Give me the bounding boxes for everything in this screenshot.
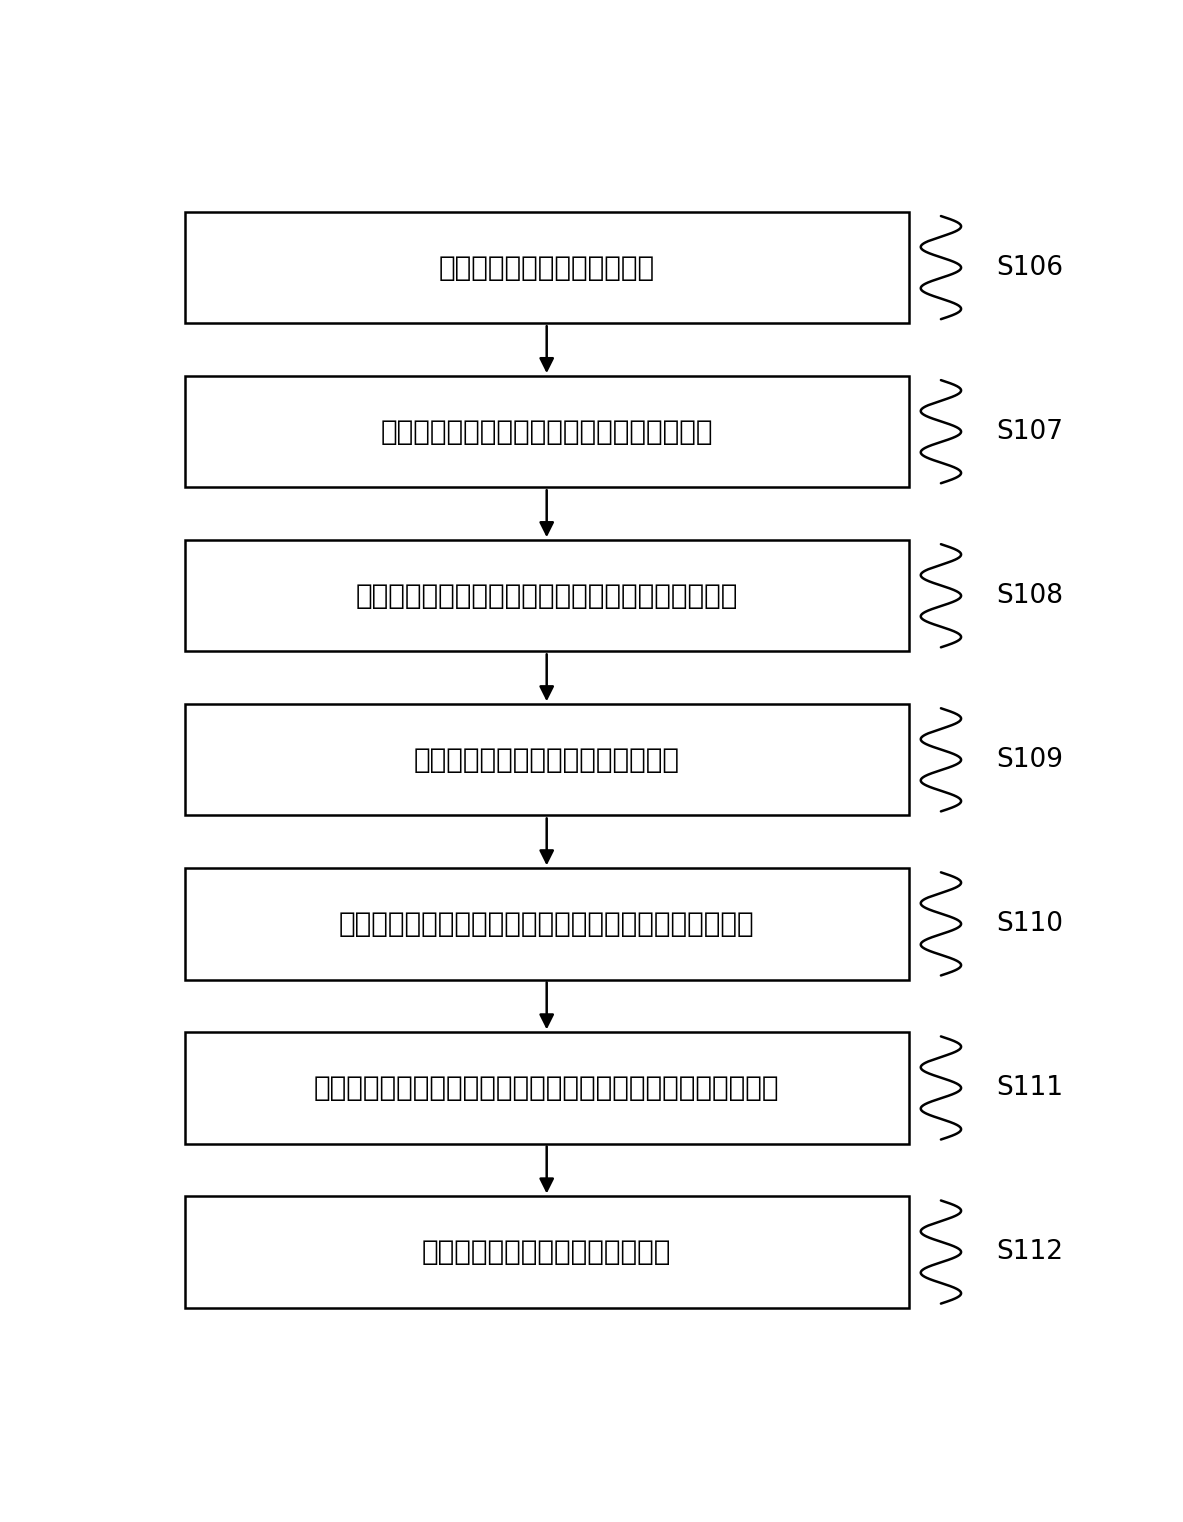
Text: S108: S108 — [996, 583, 1064, 609]
Text: S109: S109 — [996, 747, 1064, 773]
Text: 在所述接触孔的表面和剩余的二氧化硅的表面沉积金属层: 在所述接触孔的表面和剩余的二氧化硅的表面沉积金属层 — [338, 910, 755, 938]
Text: S111: S111 — [996, 1075, 1064, 1100]
Text: S106: S106 — [996, 254, 1064, 280]
Bar — [185, 376, 909, 487]
Text: S110: S110 — [996, 910, 1064, 938]
Text: S107: S107 — [996, 419, 1064, 444]
Text: 在所述多晶硅的表面和所述阳极的表面生长二氧化硅: 在所述多晶硅的表面和所述阳极的表面生长二氧化硅 — [356, 581, 738, 610]
Text: 光刻、刻蚀部分二氧化硅形成接触孔: 光刻、刻蚀部分二氧化硅形成接触孔 — [414, 746, 680, 773]
Text: 对部分金属层进行光刻、刻蚀，以使剩余的金属层形成金属电极: 对部分金属层进行光刻、刻蚀，以使剩余的金属层形成金属电极 — [313, 1075, 780, 1102]
Bar — [185, 212, 909, 323]
Bar — [185, 540, 909, 651]
Text: 在所述沟槽的内壁生长氧化层: 在所述沟槽的内壁生长氧化层 — [439, 254, 654, 282]
Text: 在生长有所述氧化层的所述沟槽内生成多晶硅: 在生长有所述氧化层的所述沟槽内生成多晶硅 — [381, 417, 713, 446]
Bar — [185, 868, 909, 980]
Bar — [185, 1196, 909, 1307]
Bar — [185, 1032, 909, 1143]
Text: S112: S112 — [996, 1239, 1064, 1265]
Bar — [185, 705, 909, 816]
Text: 在所述金属电极的周围形成钝化层: 在所述金属电极的周围形成钝化层 — [422, 1237, 672, 1266]
